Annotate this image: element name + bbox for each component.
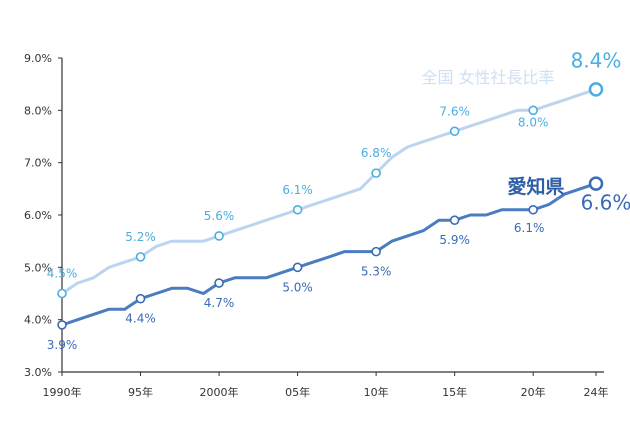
x-tick-label: 24年 xyxy=(584,385,609,399)
national-data-label: 6.8% xyxy=(361,146,392,160)
aichi-point xyxy=(57,320,67,330)
national-data-label: 5.2% xyxy=(125,230,156,244)
y-tick-label: 9.0% xyxy=(24,52,52,65)
data-labels: 4.5% 5.2% 5.6% 6.1% 6.8% 7.6% 8.0% 8.4% 全国 女性社長比… xyxy=(47,48,630,352)
y-tick-label: 3.0% xyxy=(24,366,52,379)
national-data-label: 8.0% xyxy=(518,115,549,129)
axes: 9.0% 8.0% 7.0% 6.0% 5.0% 4.0% 3.0% 1990年 95年 2000… xyxy=(24,52,608,399)
aichi-data-label: 5.3% xyxy=(361,265,392,279)
aichi-point xyxy=(588,176,604,191)
national-series-name: 全国 女性社長比率 xyxy=(421,68,554,87)
aichi-data-label: 6.6% xyxy=(581,191,630,215)
y-tick-label: 4.0% xyxy=(24,314,52,327)
national-data-label: 8.4% xyxy=(571,48,622,72)
national-point xyxy=(292,204,303,215)
aichi-data-label: 6.1% xyxy=(514,221,545,235)
aichi-point xyxy=(449,215,460,226)
x-tick-label: 95年 xyxy=(128,385,153,399)
y-tick-label: 6.0% xyxy=(24,209,52,222)
national-series-line xyxy=(60,87,598,295)
aichi-data-label: 5.9% xyxy=(439,233,470,247)
national-point xyxy=(588,82,604,97)
aichi-series-line xyxy=(60,182,598,327)
national-data-label: 6.1% xyxy=(282,183,313,197)
x-tick-label: 1990年 xyxy=(43,385,82,399)
aichi-point xyxy=(135,293,146,304)
x-tick-label: 10年 xyxy=(364,385,389,399)
y-tick-label: 8.0% xyxy=(24,104,52,117)
x-tick-label: 15年 xyxy=(442,385,467,399)
national-point xyxy=(57,288,67,299)
national-point xyxy=(214,231,224,241)
aichi-series-name: 愛知県 xyxy=(507,175,564,198)
aichi-data-label: 3.9% xyxy=(47,338,78,352)
national-point xyxy=(371,168,381,178)
y-tick-label: 7.0% xyxy=(24,157,52,170)
x-tick-label: 20年 xyxy=(521,385,546,399)
aichi-point xyxy=(528,204,538,215)
national-point xyxy=(135,252,146,262)
national-data-label: 7.6% xyxy=(439,104,470,118)
aichi-point xyxy=(371,246,381,257)
national-point xyxy=(528,105,538,116)
aichi-point xyxy=(214,278,224,288)
national-data-label: 5.6% xyxy=(204,209,235,223)
aichi-data-label: 5.0% xyxy=(282,280,313,294)
series-lines xyxy=(60,87,598,327)
national-data-label: 4.5% xyxy=(47,267,78,281)
y-tick-label: 5.0% xyxy=(24,261,52,274)
aichi-point xyxy=(292,262,303,273)
national-point xyxy=(449,126,460,137)
aichi-data-label: 4.4% xyxy=(125,312,156,326)
x-tick-label: 2000年 xyxy=(200,385,239,399)
series-markers xyxy=(57,82,604,330)
x-tick-label: 05年 xyxy=(285,385,310,399)
aichi-data-label: 4.7% xyxy=(204,296,235,310)
